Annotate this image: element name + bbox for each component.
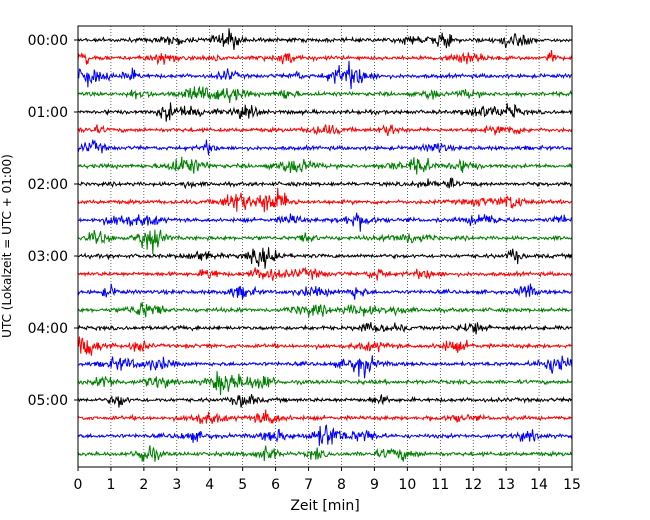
trace-0 — [77, 28, 573, 50]
trace-5 — [77, 123, 573, 137]
trace-15 — [77, 301, 573, 318]
y-tick-label-5: 05:00 — [28, 393, 68, 409]
y-axis-ticks: 00:00 01:00 02:00 03:00 04:00 05:00 — [28, 33, 78, 409]
x-tick-label-12: 12 — [464, 477, 482, 493]
trace-1 — [77, 49, 573, 66]
x-axis-ticks: 0 1 2 3 4 5 6 7 8 9 10 11 12 13 14 15 — [74, 467, 581, 493]
y-tick-label-2: 02:00 — [28, 177, 68, 193]
trace-2 — [77, 60, 573, 90]
x-tick-label-8: 8 — [337, 477, 346, 493]
x-tick-label-5: 5 — [238, 477, 247, 493]
y-tick-label-0: 00:00 — [28, 33, 68, 49]
trace-14 — [77, 283, 573, 300]
trace-12 — [77, 247, 573, 269]
x-tick-label-9: 9 — [370, 477, 379, 493]
trace-7 — [77, 156, 573, 175]
trace-8 — [77, 177, 573, 190]
x-tick-label-10: 10 — [398, 477, 416, 493]
trace-23 — [77, 445, 573, 462]
trace-6 — [77, 139, 573, 156]
x-tick-label-0: 0 — [74, 477, 83, 493]
trace-11 — [77, 229, 573, 255]
plot-frame — [77, 25, 573, 468]
y-tick-label-4: 04:00 — [28, 321, 68, 337]
y-tick-label-3: 03:00 — [28, 249, 68, 265]
trace-13 — [77, 266, 573, 281]
trace-22 — [77, 424, 573, 446]
trace-20 — [77, 393, 573, 408]
trace-17 — [77, 336, 573, 356]
seismic-traces — [77, 28, 573, 462]
trace-3 — [77, 85, 573, 104]
trace-21 — [77, 409, 573, 425]
x-tick-label-11: 11 — [431, 477, 449, 493]
x-tick-label-2: 2 — [139, 477, 148, 493]
x-tick-label-6: 6 — [271, 477, 280, 493]
trace-16 — [77, 322, 573, 335]
trace-9 — [77, 187, 573, 213]
trace-19 — [77, 371, 573, 396]
x-tick-label-3: 3 — [172, 477, 181, 493]
x-tick-label-7: 7 — [304, 477, 313, 493]
y-axis-label: UTC (Lokalzeit = UTC + 01:00) — [0, 154, 14, 338]
x-tick-label-15: 15 — [563, 477, 581, 493]
trace-4 — [77, 102, 573, 122]
trace-18 — [77, 355, 573, 379]
y-tick-label-1: 01:00 — [28, 105, 68, 121]
x-tick-label-14: 14 — [530, 477, 548, 493]
x-tick-label-4: 4 — [205, 477, 214, 493]
x-tick-label-1: 1 — [106, 477, 115, 493]
x-tick-label-13: 13 — [497, 477, 515, 493]
x-axis-label: Zeit [min] — [290, 498, 359, 514]
trace-10 — [77, 212, 573, 232]
